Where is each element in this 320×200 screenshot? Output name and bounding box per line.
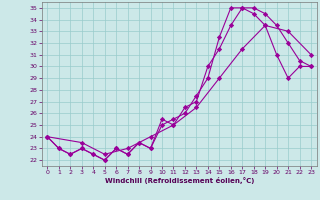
- X-axis label: Windchill (Refroidissement éolien,°C): Windchill (Refroidissement éolien,°C): [105, 177, 254, 184]
